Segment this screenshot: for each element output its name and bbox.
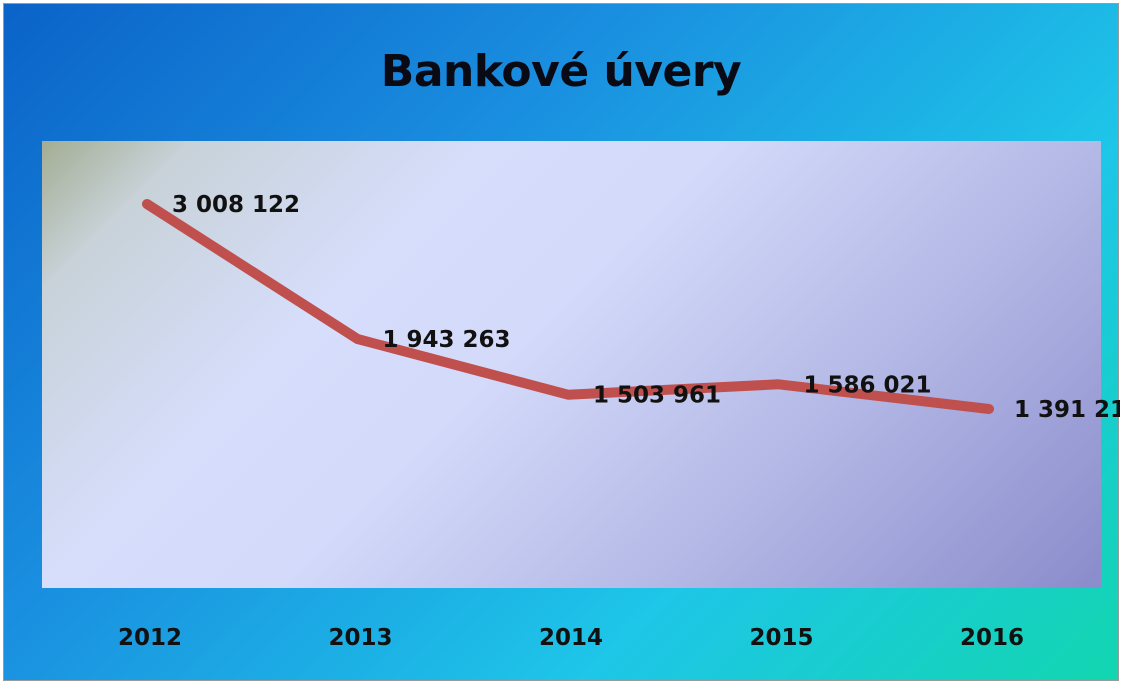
data-label-2014: 1 503 961 xyxy=(593,383,721,409)
data-label-2015: 1 586 021 xyxy=(804,372,932,398)
data-point-2012 xyxy=(143,200,151,208)
plot-area xyxy=(42,141,1101,588)
chart-svg: 3 008 122 1 943 263 1 503 961 1 586 021 1 39… xyxy=(118,192,1120,651)
data-point-2015 xyxy=(774,380,783,389)
x-tick-label-2015: 2015 xyxy=(749,625,813,651)
data-point-2013 xyxy=(353,335,362,344)
chart-frame: Bankové úvery 3 008 122 1 943 263 1 503 96… xyxy=(3,3,1120,681)
x-tick-label-2016: 2016 xyxy=(960,625,1024,651)
chart-title: Bankové úvery xyxy=(380,46,742,97)
data-label-2013: 1 943 263 xyxy=(383,327,511,353)
data-point-2016 xyxy=(985,405,993,413)
data-label-2016: 1 391 218 xyxy=(1014,397,1120,423)
x-tick-label-2012: 2012 xyxy=(118,625,182,651)
data-point-2014 xyxy=(564,390,572,399)
x-tick-label-2013: 2013 xyxy=(328,625,392,651)
data-label-2012: 3 008 122 xyxy=(172,192,300,218)
x-tick-label-2014: 2014 xyxy=(539,625,603,651)
